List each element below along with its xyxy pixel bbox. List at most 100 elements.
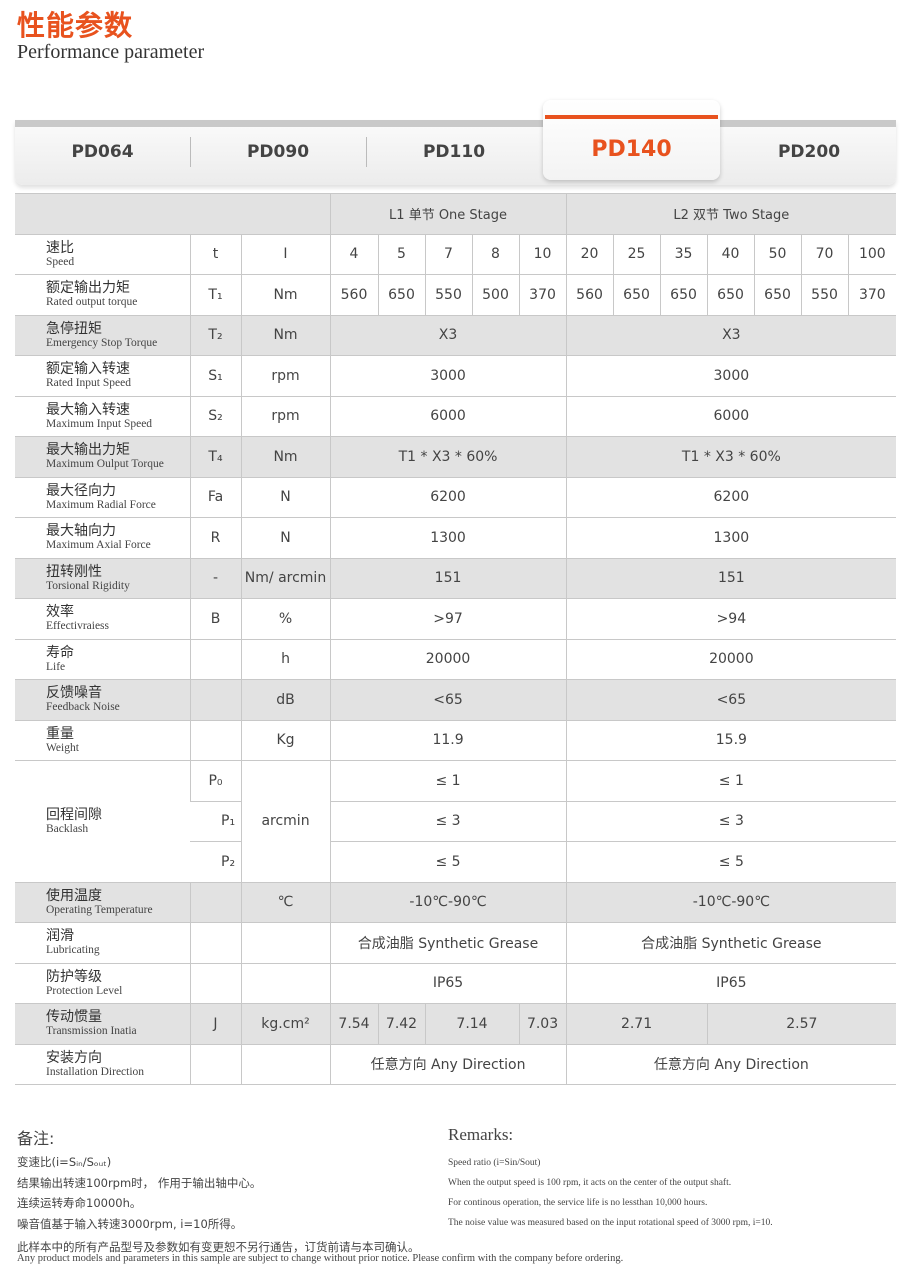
- param-symbol: -: [189, 558, 241, 599]
- param-name-en: Installation Direction: [46, 1065, 145, 1078]
- param-unit: h: [240, 639, 330, 680]
- value-cell: ≤ 3: [565, 801, 897, 842]
- param-symbol: S₂: [189, 396, 241, 437]
- remark-en: When the output speed is 100 rpm, it act…: [448, 1178, 732, 1188]
- param-label: 效率 Effectivraiess: [15, 598, 190, 640]
- param-unit: [240, 963, 330, 1004]
- remark-en: Speed ratio (i=Sin/Sout): [448, 1158, 541, 1168]
- param-unit: Nm: [240, 315, 330, 356]
- param-name-zh: 最大轴向力: [46, 523, 116, 540]
- value-cell: 6200: [565, 477, 897, 518]
- param-name-zh: 防护等级: [46, 968, 102, 985]
- table-row: P₁ ≤ 3 ≤ 3: [15, 801, 897, 842]
- value-cell: T1 * X3 * 60%: [565, 436, 897, 478]
- param-name-en: Backlash: [46, 822, 89, 835]
- param-label: 重量 Weight: [15, 720, 190, 761]
- param-unit: N: [240, 477, 330, 518]
- param-name-en: Rated Input Speed: [46, 377, 131, 390]
- tab-pd200[interactable]: PD200: [777, 142, 841, 162]
- param-name-en: Maximum Radial Force: [46, 498, 156, 511]
- table-row: 使用温度 Operating Temperature ℃ -10℃-90℃ -10℃-9…: [15, 882, 897, 923]
- param-name-en: Weight: [46, 741, 79, 754]
- table-row: 最大输入转速 Maximum Input Speed S₂ rpm 6000 6000: [15, 396, 897, 437]
- param-symbol: B: [189, 598, 241, 640]
- param-symbol: T₄: [189, 436, 241, 478]
- param-unit: Nm/ arcmin: [240, 558, 330, 599]
- param-symbol: T₁: [189, 274, 241, 316]
- param-label: 最大输入转速 Maximum Input Speed: [15, 396, 190, 437]
- value-cell: 550: [800, 274, 849, 316]
- tab-pd064[interactable]: PD064: [15, 137, 191, 167]
- value-cell: 3000: [329, 355, 567, 397]
- model-tab-bar: [15, 120, 896, 185]
- param-label: 最大径向力 Maximum Radial Force: [15, 477, 190, 518]
- param-name-zh: 速比: [46, 239, 74, 256]
- value-cell: ≤ 1: [565, 760, 897, 802]
- value-cell: 10: [518, 234, 567, 275]
- table-row: 速比 Speed t I 4 5 7 8 10 20 25 35 40 50 70 100: [15, 234, 897, 275]
- param-name-zh: 回程间隙: [46, 806, 102, 823]
- param-symbol: P₂: [190, 841, 241, 883]
- value-cell: 7: [424, 234, 472, 275]
- tab-pd140[interactable]: PD140: [543, 100, 720, 180]
- param-symbol: T₂: [189, 315, 241, 356]
- remark-zh: 连续运转寿命10000h。: [17, 1196, 142, 1210]
- tab-pd110[interactable]: PD110: [422, 142, 486, 162]
- footer-notice: 此样本中的所有产品型号及参数如有变更恕不另行通告，订货前请与本司确认。 Any …: [17, 1241, 623, 1265]
- param-label: 急停扭矩 Emergency Stop Torque: [15, 315, 190, 356]
- table-row: 防护等级 Protection Level IP65 IP65: [15, 963, 897, 1004]
- value-cell: ≤ 5: [565, 841, 897, 883]
- param-name-zh: 最大输出力矩: [46, 442, 130, 459]
- param-unit: %: [240, 598, 330, 640]
- value-cell: 8: [471, 234, 519, 275]
- table-row: 反馈噪音 Feedback Noise dB <65 <65: [15, 679, 897, 721]
- param-symbol: t: [189, 234, 241, 275]
- value-cell: <65: [565, 679, 897, 721]
- param-name-en: Maximum Axial Force: [46, 539, 151, 552]
- tab-pd090[interactable]: PD090: [190, 137, 367, 167]
- param-label: 反馈噪音 Feedback Noise: [15, 679, 190, 721]
- value-cell: 650: [612, 274, 661, 316]
- remark-zh: 噪音值基于输入转速3000rpm, i=10所得。: [17, 1216, 243, 1231]
- param-symbol: S₁: [189, 355, 241, 397]
- header-blank: [15, 193, 330, 235]
- param-unit: Nm: [240, 274, 330, 316]
- param-name-en: Rated output torque: [46, 296, 138, 309]
- table-row: 安装方向 Installation Direction 任意方向 Any Direc…: [15, 1044, 897, 1085]
- param-unit: ℃: [240, 882, 330, 923]
- param-symbol: J: [189, 1003, 241, 1045]
- value-cell: 3000: [565, 355, 897, 397]
- value-cell: >94: [565, 598, 897, 640]
- value-cell: -10℃-90℃: [565, 882, 897, 923]
- value-cell: 6000: [329, 396, 567, 437]
- remarks-zh-list: 变速比(i=Sᵢₙ/Sₒᵤₜ) 结果输出转速100rpm时， 作用于输出轴中心。…: [17, 1152, 261, 1234]
- param-name-zh: 润滑: [46, 928, 74, 945]
- param-name-en: Feedback Noise: [46, 701, 120, 714]
- param-name-zh: 效率: [46, 604, 74, 621]
- value-cell: 35: [659, 234, 708, 275]
- value-cell: ≤ 1: [329, 760, 567, 802]
- footer-en: Any product models and parameters in thi…: [17, 1253, 624, 1264]
- page-subtitle: Performance parameter: [17, 41, 205, 63]
- param-label: 额定输出力矩 Rated output torque: [15, 274, 190, 316]
- param-unit: Nm: [240, 436, 330, 478]
- param-unit: N: [240, 517, 330, 559]
- value-cell: IP65: [329, 963, 567, 1004]
- param-name-en: Operating Temperature: [46, 903, 153, 916]
- param-unit: dB: [240, 679, 330, 721]
- param-label: 最大输出力矩 Maximum Oulput Torque: [15, 436, 190, 478]
- table-row: 重量 Weight Kg 11.9 15.9: [15, 720, 897, 761]
- table-row: 最大径向力 Maximum Radial Force Fa N 6200 6200: [15, 477, 897, 518]
- param-label: 润滑 Lubricating: [15, 922, 190, 964]
- value-cell: 任意方向 Any Direction: [329, 1044, 567, 1085]
- param-label: 速比 Speed: [15, 234, 190, 275]
- value-cell: 2.57: [706, 1003, 897, 1045]
- param-name-zh: 传动惯量: [46, 1009, 102, 1026]
- param-name-zh: 最大径向力: [46, 482, 116, 499]
- param-name-en: Torsional Rigidity: [46, 579, 130, 592]
- value-cell: X3: [565, 315, 897, 356]
- value-cell: 560: [329, 274, 378, 316]
- param-label: 防护等级 Protection Level: [15, 963, 190, 1004]
- value-cell: 6000: [565, 396, 897, 437]
